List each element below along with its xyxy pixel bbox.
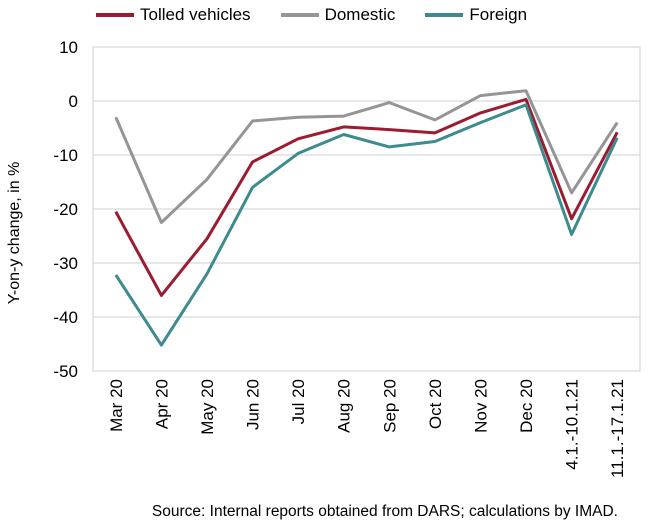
x-tick-label: Apr 20 (152, 379, 171, 429)
source-note: Source: Internal reports obtained from D… (151, 503, 618, 520)
x-tick-label: Oct 20 (426, 379, 445, 429)
legend-label: Foreign (469, 5, 528, 24)
y-tick-label: -50 (53, 362, 78, 381)
legend-label: Domestic (324, 5, 396, 24)
legend-swatch (425, 13, 464, 17)
x-tick-label: Dec 20 (517, 379, 536, 433)
x-tick-label: Jun 20 (244, 379, 263, 430)
y-tick-label: -20 (53, 200, 78, 219)
x-tick-label: May 20 (198, 379, 217, 435)
x-tick-label: Nov 20 (471, 379, 490, 433)
y-tick-label: -30 (53, 254, 78, 273)
y-tick-label: -40 (53, 308, 78, 327)
x-tick-label: 11.1.-17.1.21 (608, 379, 627, 478)
y-axis-label: Y-on-y change, in % (6, 161, 23, 305)
legend: Tolled vehicles Domestic Foreign (96, 5, 527, 25)
legend-item-domestic: Domestic (280, 5, 396, 25)
series-line-tolled-vehicles (114, 97, 619, 297)
legend-label: Tolled vehicles (140, 5, 251, 24)
legend-item-foreign: Foreign (425, 5, 527, 25)
series-line-foreign (114, 103, 619, 347)
x-tick-label: Mar 20 (107, 379, 126, 432)
legend-swatch (280, 13, 319, 17)
y-tick-label: -10 (53, 146, 78, 165)
y-tick-label: 0 (69, 92, 78, 111)
x-tick-label: 4.1.-10.1.21 (563, 379, 582, 470)
x-tick-label: Aug 20 (335, 379, 354, 433)
x-tick-label: Sep 20 (380, 379, 399, 433)
y-tick-label: 10 (59, 38, 78, 57)
legend-item-tolled-vehicles: Tolled vehicles (96, 5, 251, 25)
legend-swatch (96, 13, 134, 17)
x-tick-label: Jul 20 (289, 379, 308, 424)
series-line-domestic (114, 89, 619, 224)
plot-frame (92, 46, 641, 372)
